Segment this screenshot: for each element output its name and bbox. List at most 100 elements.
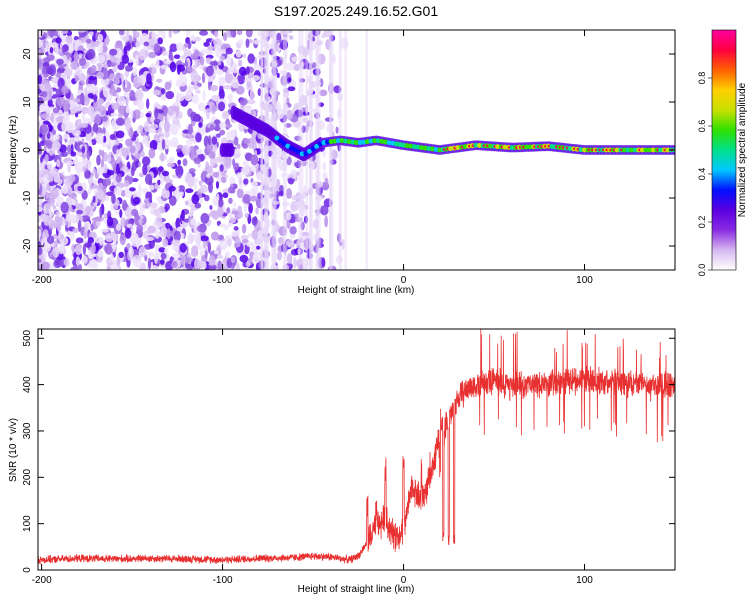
ridge-core [473, 142, 479, 148]
spectrogram-stripe [328, 30, 332, 270]
spectrogram-cell [82, 166, 87, 171]
spectrogram-cell [157, 37, 163, 45]
spectrogram-cell [148, 66, 153, 74]
spectrogram-cell [193, 157, 201, 165]
spectrogram-cell [97, 33, 104, 43]
spectrogram-cell [253, 63, 261, 72]
spectrogram-cell [52, 246, 60, 258]
spectrogram-cell [154, 230, 160, 239]
spectrogram-cell [38, 39, 43, 48]
spectrogram-cell [89, 259, 97, 266]
spectrogram-cell [285, 212, 292, 221]
spectrogram-cell [146, 98, 150, 110]
spectrogram-cell [173, 230, 181, 242]
spectrogram-cell [38, 162, 44, 170]
ridge-core [509, 145, 515, 151]
ridge-core [665, 147, 671, 153]
spectrogram-cell [137, 161, 142, 168]
spectrogram-cell [246, 104, 252, 116]
spectrogram-cell [218, 101, 226, 112]
spectrogram-cell [200, 235, 209, 242]
spectrogram-cell [57, 67, 66, 74]
spectrogram-cell [162, 238, 169, 247]
spectrogram-cell [53, 114, 57, 123]
spectrogram-cell [203, 41, 210, 47]
spectrogram-cell [88, 140, 93, 146]
spectrogram-cell [147, 225, 156, 234]
spectrogram-cell [244, 266, 249, 270]
y-tick-label: -20 [22, 238, 33, 253]
spectrogram-cell [214, 30, 219, 38]
ridge-core [567, 145, 573, 151]
ridge-core [582, 147, 588, 153]
spectrogram-cell [40, 83, 46, 92]
snr-x-ticks: -200 -100 0 100 [32, 329, 593, 586]
spectrogram-cell [102, 142, 107, 148]
spectrogram-cell [243, 178, 249, 185]
spectrogram-cell [253, 251, 262, 260]
spectrogram-cell [39, 124, 48, 136]
spectrogram-cell [109, 254, 114, 262]
spectrogram-cell [291, 56, 298, 62]
spectrogram-cell [119, 233, 126, 246]
snr-y-label: SNR (10 * v/v) [8, 418, 19, 482]
spectrogram-cell [72, 129, 81, 137]
spectrogram-cell [191, 94, 200, 104]
spectrogram-cell [56, 159, 60, 168]
spectrogram-cell [90, 65, 97, 74]
spectrogram-cell [84, 223, 88, 233]
spectrogram-cell [85, 83, 95, 90]
spectrogram-cell [226, 130, 236, 141]
ridge-core [621, 147, 627, 153]
y-tick-label: -10 [22, 190, 33, 205]
spectrogram-cell [321, 33, 326, 39]
spectrogram-cell [153, 118, 161, 125]
spectrogram-cell [160, 64, 169, 70]
spectrogram-cell [225, 47, 233, 55]
spectrogram-cell [102, 178, 112, 186]
spectrogram-cell [190, 218, 197, 226]
spectrogram-cell [38, 147, 43, 155]
spectrogram-cell [43, 203, 52, 214]
spectrogram-cell [122, 199, 128, 212]
spectrogram-cell [219, 84, 224, 94]
spectrogram-cell [160, 88, 166, 95]
spectrogram-cell [224, 72, 234, 84]
spectrogram-cell [137, 237, 142, 247]
spectrogram-cell [61, 30, 69, 34]
spectrogram-cell [290, 169, 297, 179]
x-tick-label: 100 [576, 275, 593, 286]
spectrogram-cell [191, 193, 200, 205]
colorbar-tick-label: 0.4 [697, 168, 707, 181]
spectrogram-cell [139, 111, 145, 119]
spectrogram-cell [146, 72, 152, 85]
spectrogram-cell [72, 106, 79, 113]
spectrogram-cell [46, 235, 55, 245]
spectrogram-cell [247, 53, 255, 64]
spectrogram-cell [190, 70, 199, 83]
spectrogram-cell [126, 223, 133, 228]
spectrogram-cell [287, 77, 292, 83]
spectrogram-cell [144, 120, 150, 133]
spectrogram-cell [172, 30, 179, 35]
y-tick-label: 0 [22, 567, 33, 573]
spectrogram-cell [90, 138, 97, 146]
spectrogram-cell [219, 55, 226, 62]
spectrogram-cell [150, 202, 158, 209]
colorbar-tick-label: 0.6 [697, 120, 707, 133]
spectrogram-cell [38, 69, 43, 74]
spectrogram-cell [224, 250, 231, 258]
spectrogram-cell [45, 41, 53, 49]
spectrogram-cell [88, 75, 97, 81]
spectrogram-cell [92, 195, 96, 204]
spectrogram-cell [133, 31, 140, 39]
spectrogram-cell [121, 54, 130, 64]
spectrogram-cell [173, 54, 181, 59]
spectrogram-cell [169, 61, 177, 73]
spectrogram-cell [178, 185, 186, 192]
spectrogram-cell [135, 38, 141, 49]
spectrogram-cell [74, 186, 78, 192]
colorbar-tick-label: 0.8 [697, 72, 707, 85]
spectrogram-cell [200, 48, 209, 54]
spectrogram-cell [155, 215, 163, 226]
